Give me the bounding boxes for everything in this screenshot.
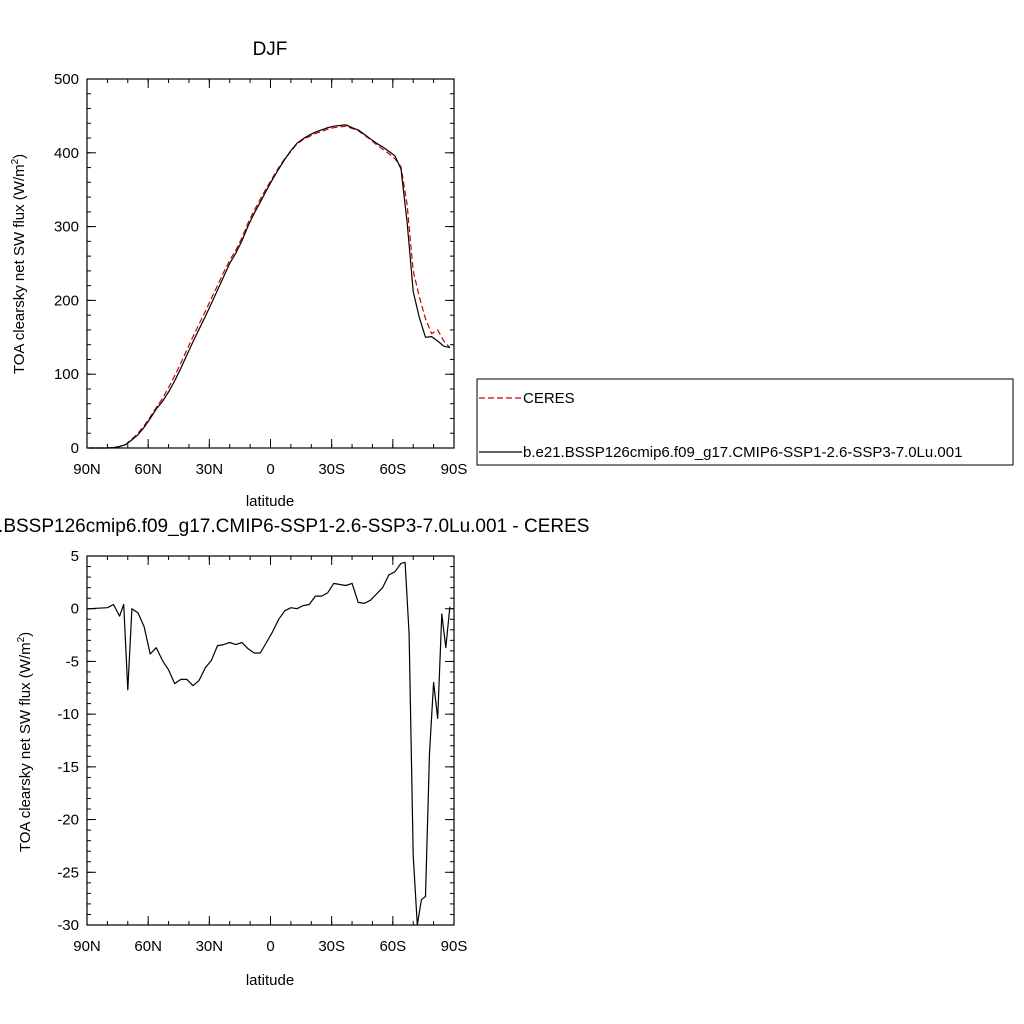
top-x-tick-label: 90S: [441, 461, 468, 478]
bottom-y-axis-label-main: TOA clearsky net SW flux (W/m: [17, 642, 34, 852]
bottom-y-tick-label: -10: [57, 706, 79, 723]
bottom-y-tick-label: -5: [66, 653, 79, 670]
legend: CERES b.e21.BSSP126cmip6.f09_g17.CMIP6-S…: [476, 378, 1014, 466]
top-x-tick-label: 60N: [134, 461, 162, 478]
bottom-x-tick-label: 60S: [379, 938, 406, 955]
bottom-plot-frame: [86, 555, 455, 926]
top-panel: DJF 90N 60N 30N 0 30S 60S 90S0100200300400500 …: [10, 39, 467, 510]
bottom-x-tick-label: 60N: [134, 938, 162, 955]
top-y-axis-label-close: ): [11, 154, 28, 159]
bottom-y-axis-label: TOA clearsky net SW flux (W/m2): [16, 632, 34, 852]
top-y-tick-label: 300: [54, 219, 79, 236]
top-series-line-ceres: [89, 125, 451, 449]
top-y-tick-label: 100: [54, 366, 79, 383]
legend-box: [476, 378, 1014, 466]
top-x-axis-label: latitude: [246, 493, 294, 510]
bottom-x-tick-label: 0: [266, 938, 274, 955]
top-y-axis-label-main: TOA clearsky net SW flux (W/m: [11, 164, 28, 374]
top-y-tick-label: 0: [71, 440, 79, 457]
bottom-panel: b.e21.BSSP126cmip6.f09_g17.CMIP6-SSP1-2.…: [0, 516, 589, 989]
top-series-line-model: [89, 124, 451, 449]
top-y-axis-label: TOA clearsky net SW flux (W/m2): [10, 154, 28, 374]
bottom-chart-title: b.e21.BSSP126cmip6.f09_g17.CMIP6-SSP1-2.…: [0, 516, 589, 537]
bottom-plot-area: 90N 60N 30N 0 30S 60S 90S 5 0 -5 -10 -15 -20 -25 -30: [57, 548, 467, 955]
top-y-axis-label-sup: 2: [10, 158, 21, 164]
bottom-y-tick-label: -25: [57, 864, 79, 881]
bottom-y-axis-label-close: ): [17, 632, 34, 637]
bottom-x-tick-label: 30N: [196, 938, 224, 955]
bottom-y-tick-label: 0: [71, 601, 79, 618]
bottom-y-tick-label: -20: [57, 812, 79, 829]
legend-label-ceres: CERES: [523, 390, 575, 407]
bottom-x-axis-label: latitude: [246, 972, 294, 989]
top-x-tick-label: 0: [266, 461, 274, 478]
bottom-y-tick-label: 5: [71, 548, 79, 565]
top-y-tick-label: 200: [54, 292, 79, 309]
top-x-tick-label: 60S: [379, 461, 406, 478]
top-x-tick-label: 90N: [73, 461, 101, 478]
bottom-series-line-difference: [88, 561, 451, 926]
bottom-y-axis-label-sup: 2: [16, 636, 27, 642]
legend-label-model: b.e21.BSSP126cmip6.f09_g17.CMIP6-SSP1-2.…: [523, 444, 962, 461]
bottom-x-tick-label: 90S: [441, 938, 468, 955]
top-y-tick-label: 500: [54, 71, 79, 88]
top-y-tick-label: 400: [54, 145, 79, 162]
top-plot-frame: [86, 78, 455, 449]
bottom-y-tick-label: -15: [57, 759, 79, 776]
bottom-y-tick-label: -30: [57, 917, 79, 934]
top-x-tick-label: 30S: [318, 461, 345, 478]
top-x-tick-label: 30N: [196, 461, 224, 478]
bottom-x-tick-label: 90N: [73, 938, 101, 955]
bottom-x-tick-label: 30S: [318, 938, 345, 955]
top-plot-area: 90N 60N 30N 0 30S 60S 90S 0 100 200 300 400 500: [54, 71, 467, 478]
top-chart-title: DJF: [253, 39, 288, 60]
